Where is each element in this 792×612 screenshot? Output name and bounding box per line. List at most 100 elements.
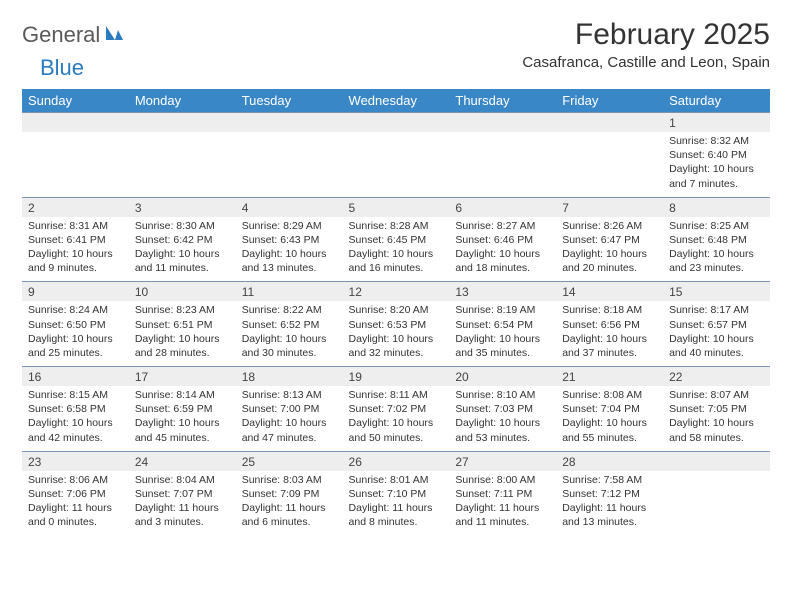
sunrise-text: Sunrise: 8:23 AM: [135, 303, 230, 317]
day-number-cell: 1: [663, 113, 770, 133]
sunset-text: Sunset: 7:10 PM: [349, 487, 444, 501]
sunrise-text: Sunrise: 8:31 AM: [28, 219, 123, 233]
daylight-text: Daylight: 10 hours and 58 minutes.: [669, 416, 764, 444]
day-number-cell: 21: [556, 367, 663, 387]
sunrise-text: Sunrise: 8:17 AM: [669, 303, 764, 317]
sunrise-text: Sunrise: 8:32 AM: [669, 134, 764, 148]
day-detail-cell: [343, 132, 450, 197]
day-detail-cell: Sunrise: 8:28 AMSunset: 6:45 PMDaylight:…: [343, 217, 450, 282]
day-detail-cell: Sunrise: 8:25 AMSunset: 6:48 PMDaylight:…: [663, 217, 770, 282]
sunset-text: Sunset: 6:57 PM: [669, 318, 764, 332]
day-number-cell: 16: [22, 367, 129, 387]
sunrise-text: Sunrise: 8:10 AM: [455, 388, 550, 402]
sunrise-text: Sunrise: 8:18 AM: [562, 303, 657, 317]
day-detail-cell: Sunrise: 8:11 AMSunset: 7:02 PMDaylight:…: [343, 386, 450, 451]
day-number-cell: [22, 113, 129, 133]
day-number-cell: 28: [556, 451, 663, 471]
sunset-text: Sunset: 6:45 PM: [349, 233, 444, 247]
daylight-text: Daylight: 10 hours and 40 minutes.: [669, 332, 764, 360]
month-title: February 2025: [522, 18, 770, 52]
sunset-text: Sunset: 6:46 PM: [455, 233, 550, 247]
daylight-text: Daylight: 10 hours and 28 minutes.: [135, 332, 230, 360]
sunrise-text: Sunrise: 8:00 AM: [455, 473, 550, 487]
sunrise-text: Sunrise: 8:01 AM: [349, 473, 444, 487]
day-number-cell: 3: [129, 197, 236, 217]
day-detail-cell: Sunrise: 8:27 AMSunset: 6:46 PMDaylight:…: [449, 217, 556, 282]
sunrise-text: Sunrise: 8:06 AM: [28, 473, 123, 487]
day-number-cell: 6: [449, 197, 556, 217]
day-number-cell: [343, 113, 450, 133]
sunset-text: Sunset: 6:59 PM: [135, 402, 230, 416]
day-detail-row: Sunrise: 8:24 AMSunset: 6:50 PMDaylight:…: [22, 301, 770, 366]
sunset-text: Sunset: 6:48 PM: [669, 233, 764, 247]
daylight-text: Daylight: 10 hours and 42 minutes.: [28, 416, 123, 444]
weekday-header-row: Sunday Monday Tuesday Wednesday Thursday…: [22, 89, 770, 113]
day-detail-cell: Sunrise: 8:32 AMSunset: 6:40 PMDaylight:…: [663, 132, 770, 197]
day-number-cell: 14: [556, 282, 663, 302]
day-detail-cell: Sunrise: 8:18 AMSunset: 6:56 PMDaylight:…: [556, 301, 663, 366]
day-detail-cell: [556, 132, 663, 197]
sunset-text: Sunset: 6:42 PM: [135, 233, 230, 247]
daylight-text: Daylight: 10 hours and 37 minutes.: [562, 332, 657, 360]
sunrise-text: Sunrise: 8:03 AM: [242, 473, 337, 487]
day-number-row: 232425262728: [22, 451, 770, 471]
sunrise-text: Sunrise: 8:07 AM: [669, 388, 764, 402]
day-detail-cell: Sunrise: 8:01 AMSunset: 7:10 PMDaylight:…: [343, 471, 450, 536]
weekday-header: Friday: [556, 89, 663, 113]
sunset-text: Sunset: 7:09 PM: [242, 487, 337, 501]
sunrise-text: Sunrise: 8:26 AM: [562, 219, 657, 233]
daylight-text: Daylight: 10 hours and 30 minutes.: [242, 332, 337, 360]
calendar-page: General February 2025 Casafranca, Castil…: [0, 0, 792, 545]
sunrise-text: Sunrise: 8:24 AM: [28, 303, 123, 317]
daylight-text: Daylight: 10 hours and 50 minutes.: [349, 416, 444, 444]
day-number-row: 1: [22, 113, 770, 133]
weekday-header: Thursday: [449, 89, 556, 113]
day-number-cell: 8: [663, 197, 770, 217]
day-number-row: 2345678: [22, 197, 770, 217]
day-number-cell: 18: [236, 367, 343, 387]
daylight-text: Daylight: 11 hours and 0 minutes.: [28, 501, 123, 529]
sunset-text: Sunset: 6:43 PM: [242, 233, 337, 247]
daylight-text: Daylight: 11 hours and 11 minutes.: [455, 501, 550, 529]
sunrise-text: Sunrise: 8:04 AM: [135, 473, 230, 487]
day-detail-cell: [236, 132, 343, 197]
sunset-text: Sunset: 7:07 PM: [135, 487, 230, 501]
sunset-text: Sunset: 7:12 PM: [562, 487, 657, 501]
day-detail-row: Sunrise: 8:15 AMSunset: 6:58 PMDaylight:…: [22, 386, 770, 451]
day-detail-cell: Sunrise: 8:17 AMSunset: 6:57 PMDaylight:…: [663, 301, 770, 366]
daylight-text: Daylight: 11 hours and 3 minutes.: [135, 501, 230, 529]
day-detail-cell: [22, 132, 129, 197]
logo-text-blue: Blue: [40, 55, 84, 80]
weekday-header: Sunday: [22, 89, 129, 113]
day-number-row: 16171819202122: [22, 367, 770, 387]
sunset-text: Sunset: 6:53 PM: [349, 318, 444, 332]
sunrise-text: Sunrise: 8:13 AM: [242, 388, 337, 402]
day-detail-cell: Sunrise: 8:07 AMSunset: 7:05 PMDaylight:…: [663, 386, 770, 451]
day-detail-cell: Sunrise: 8:14 AMSunset: 6:59 PMDaylight:…: [129, 386, 236, 451]
sunset-text: Sunset: 7:00 PM: [242, 402, 337, 416]
day-number-cell: [663, 451, 770, 471]
sunrise-text: Sunrise: 8:08 AM: [562, 388, 657, 402]
day-detail-cell: Sunrise: 8:20 AMSunset: 6:53 PMDaylight:…: [343, 301, 450, 366]
sunset-text: Sunset: 7:05 PM: [669, 402, 764, 416]
calendar-table: Sunday Monday Tuesday Wednesday Thursday…: [22, 89, 770, 535]
daylight-text: Daylight: 10 hours and 7 minutes.: [669, 162, 764, 190]
daylight-text: Daylight: 10 hours and 25 minutes.: [28, 332, 123, 360]
sunrise-text: Sunrise: 7:58 AM: [562, 473, 657, 487]
day-number-cell: 17: [129, 367, 236, 387]
day-detail-cell: Sunrise: 8:00 AMSunset: 7:11 PMDaylight:…: [449, 471, 556, 536]
daylight-text: Daylight: 10 hours and 16 minutes.: [349, 247, 444, 275]
day-number-cell: 12: [343, 282, 450, 302]
day-detail-cell: Sunrise: 8:04 AMSunset: 7:07 PMDaylight:…: [129, 471, 236, 536]
day-number-cell: 24: [129, 451, 236, 471]
sunset-text: Sunset: 6:58 PM: [28, 402, 123, 416]
day-number-cell: [556, 113, 663, 133]
day-detail-cell: Sunrise: 8:08 AMSunset: 7:04 PMDaylight:…: [556, 386, 663, 451]
sunset-text: Sunset: 7:03 PM: [455, 402, 550, 416]
sunrise-text: Sunrise: 8:19 AM: [455, 303, 550, 317]
sunrise-text: Sunrise: 8:29 AM: [242, 219, 337, 233]
day-detail-cell: Sunrise: 8:26 AMSunset: 6:47 PMDaylight:…: [556, 217, 663, 282]
day-number-cell: 13: [449, 282, 556, 302]
weekday-header: Tuesday: [236, 89, 343, 113]
sunset-text: Sunset: 6:47 PM: [562, 233, 657, 247]
